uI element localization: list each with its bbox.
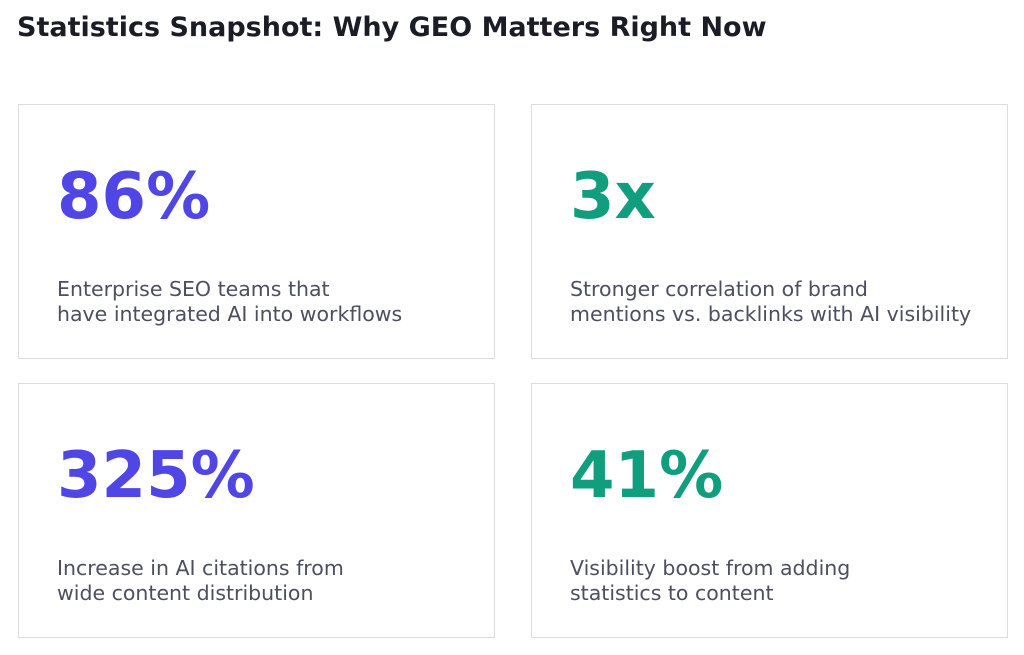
stat-description-line: Visibility boost from adding [570,556,851,580]
stat-value: 41% [570,439,724,513]
stat-value: 86% [57,160,211,234]
stat-description-line: mentions vs. backlinks with AI visibilit… [570,302,972,326]
stat-card: 41% Visibility boost from adding statist… [531,383,1008,638]
stat-value: 3x [570,160,656,234]
stat-card: 86% Enterprise SEO teams that have integ… [18,104,495,359]
stat-description: Increase in AI citations from wide conte… [57,556,344,606]
stat-description-line: wide content distribution [57,581,314,605]
stat-description-line: Enterprise SEO teams that [57,277,330,301]
stat-description: Stronger correlation of brand mentions v… [570,277,971,327]
stat-description-line: Increase in AI citations from [57,556,344,580]
stat-description-line: have integrated AI into workflows [57,302,403,326]
stat-description: Enterprise SEO teams that have integrate… [57,277,402,327]
stat-card: 3x Stronger correlation of brand mention… [531,104,1008,359]
page-title: Statistics Snapshot: Why GEO Matters Rig… [17,12,767,43]
stat-description: Visibility boost from adding statistics … [570,556,850,606]
stat-card: 325% Increase in AI citations from wide … [18,383,495,638]
stat-description-line: statistics to content [570,581,774,605]
stat-value: 325% [57,439,255,513]
stat-description-line: Stronger correlation of brand [570,277,868,301]
